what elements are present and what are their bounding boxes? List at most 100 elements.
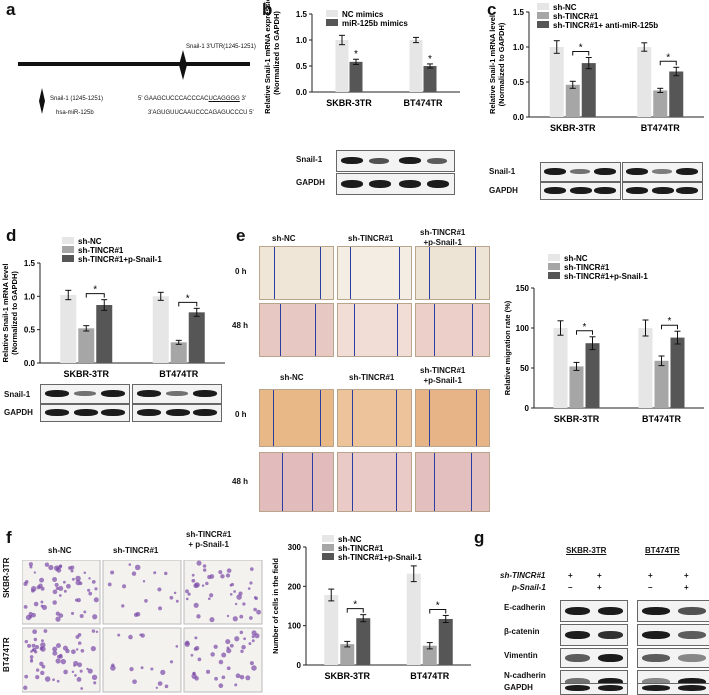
chart-e: 0 50 100 150 Relative migration rate (%) SKBR… xyxy=(503,254,704,424)
stained-cell xyxy=(175,599,179,603)
y-axis-label: Relative Snail-1 mRNA level(Normalized t… xyxy=(488,15,506,114)
g-sign: + xyxy=(684,571,689,580)
bar xyxy=(409,40,423,92)
stained-cell xyxy=(239,614,244,619)
bar xyxy=(422,645,437,665)
stained-cell xyxy=(39,661,44,666)
stained-cell xyxy=(155,686,159,689)
g-sign: + xyxy=(648,571,653,580)
blot-band xyxy=(642,678,670,686)
category-label: SKBR-3TR xyxy=(550,123,596,133)
stained-cell xyxy=(70,611,75,616)
stained-cell xyxy=(40,642,46,648)
blot-band xyxy=(678,678,706,686)
bar xyxy=(585,343,600,408)
stained-cell xyxy=(142,580,146,583)
utr-label: Snail-1 3'UTR(1245-1251) xyxy=(186,44,256,50)
mir-sequence: 3'AGUGUUCAAUCCCAGAGUCCCU 5' xyxy=(148,110,254,116)
stained-cell xyxy=(110,570,115,575)
stained-cell xyxy=(202,564,207,568)
g-label-vim: Vimentin xyxy=(504,651,538,660)
stained-cell xyxy=(214,676,218,681)
blot-b-gapdh xyxy=(336,173,455,195)
stained-cell xyxy=(88,591,93,596)
wound-image xyxy=(415,246,490,300)
legend-label: sh-NC xyxy=(564,254,588,263)
stained-cell xyxy=(248,642,252,646)
blot-band xyxy=(598,678,623,686)
transwell-grid xyxy=(22,560,263,693)
chart-d: 0.0 0.5 1.0 1.5 Relative Snail-1 mRNA level(… xyxy=(1,237,225,379)
stained-cell xyxy=(24,639,28,644)
stained-cell xyxy=(144,599,148,603)
stained-cell xyxy=(194,645,200,651)
stained-cell xyxy=(232,616,238,622)
stained-cell xyxy=(23,685,28,690)
blot-d-gapdh-bt474 xyxy=(132,404,222,422)
blot-d-snail-skbr xyxy=(40,384,130,404)
significance-star: * xyxy=(93,285,97,296)
stained-cell xyxy=(194,582,200,588)
stained-cell xyxy=(52,646,58,652)
bar xyxy=(78,328,95,363)
stained-cell xyxy=(221,652,227,658)
legend-label: NC mimics xyxy=(342,10,384,19)
stained-cell xyxy=(32,629,38,635)
blot-c-gapdh-skbr xyxy=(540,182,621,200)
significance-star: * xyxy=(579,43,583,54)
stained-cell xyxy=(253,596,257,599)
stained-cell xyxy=(62,645,68,651)
stained-cell xyxy=(38,583,43,589)
significance-bracket xyxy=(429,608,447,614)
bar xyxy=(438,618,453,665)
stained-cell xyxy=(87,588,91,592)
legend-label: miR-125b mimics xyxy=(342,19,408,28)
stained-cell xyxy=(71,670,75,674)
y-axis-label: Number of cells in the field xyxy=(271,558,280,654)
stained-cell xyxy=(34,650,38,654)
bar xyxy=(549,47,564,117)
significance-bracket xyxy=(661,324,678,330)
stained-cell xyxy=(52,678,55,682)
y-tick-label: 100 xyxy=(288,622,302,631)
legend-swatch xyxy=(322,553,334,560)
stained-cell xyxy=(169,595,174,600)
stained-cell xyxy=(157,681,163,686)
wound-image xyxy=(337,452,412,512)
stained-cell xyxy=(29,615,33,619)
significance-star: * xyxy=(583,322,587,333)
stained-cell xyxy=(30,588,35,593)
category-label: BT474TR xyxy=(410,671,450,681)
stained-cell xyxy=(23,581,28,587)
utr-site-marker xyxy=(179,50,187,80)
wound-image xyxy=(337,303,412,357)
blot-b-label-snail: Snail-1 xyxy=(296,155,323,164)
legend-swatch xyxy=(322,544,334,551)
stained-cell xyxy=(73,664,76,667)
significance-bracket xyxy=(659,60,677,66)
y-tick-label: 0.5 xyxy=(296,62,308,71)
stained-cell xyxy=(33,637,38,642)
stained-cell xyxy=(58,613,64,618)
wound-image xyxy=(259,246,334,300)
stained-cell xyxy=(207,575,212,580)
bar xyxy=(553,328,568,408)
bar xyxy=(569,366,584,408)
bar xyxy=(170,342,187,363)
category-label: SKBR-3TR xyxy=(324,671,370,681)
g-label-gapdh: GAPDH xyxy=(504,683,533,692)
legend-swatch xyxy=(62,237,74,244)
legend-swatch xyxy=(548,254,560,261)
panel-label-a: a xyxy=(6,0,16,19)
stained-cell xyxy=(205,581,209,586)
stained-cell xyxy=(230,582,235,587)
blot-c-label-snail: Snail-1 xyxy=(489,167,516,176)
blot-band xyxy=(642,654,670,662)
stained-cell xyxy=(62,580,66,584)
stained-cell xyxy=(238,591,243,596)
blot-band xyxy=(565,678,590,686)
blot-band xyxy=(678,685,706,691)
stained-cell xyxy=(74,598,79,602)
stained-cell xyxy=(48,564,54,571)
stained-cell xyxy=(205,669,211,674)
